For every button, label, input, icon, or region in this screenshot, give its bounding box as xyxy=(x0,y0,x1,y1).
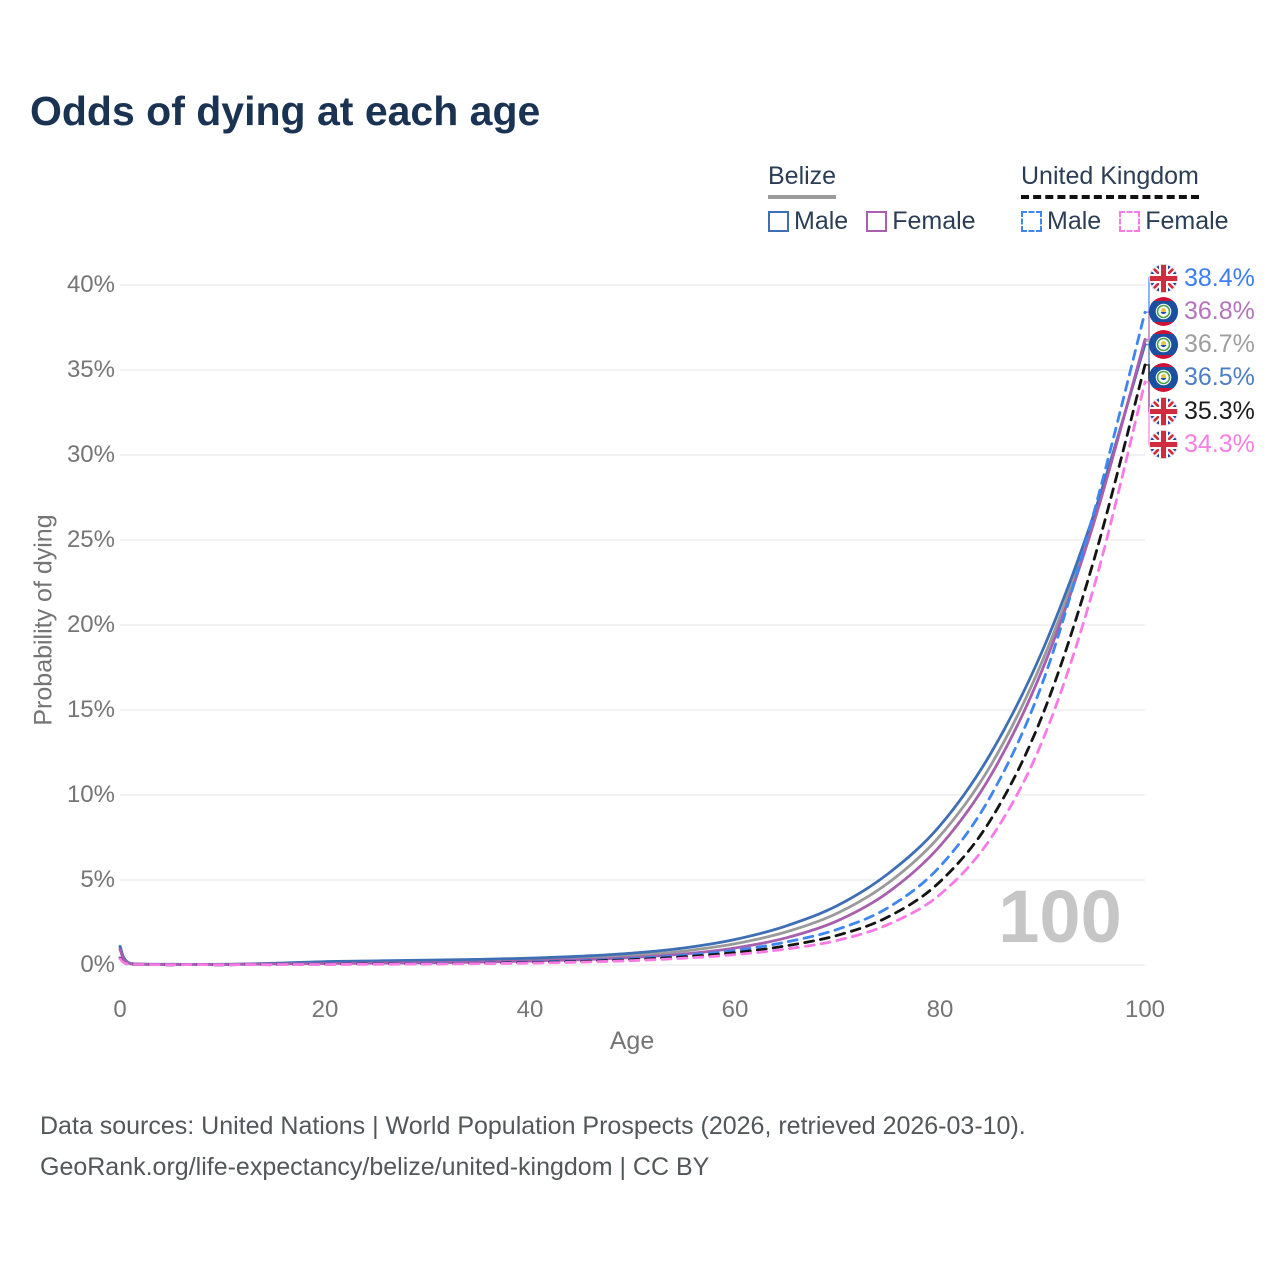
x-tick-label: 40 xyxy=(516,996,544,1023)
y-axis-title: Probability of dying xyxy=(29,514,58,726)
y-tick-label: 5% xyxy=(80,866,115,893)
legend-label-belize-male: Male xyxy=(794,207,849,235)
uk-flag-icon xyxy=(1149,396,1178,426)
end-label-value-belize-male: 36.5% xyxy=(1184,363,1255,392)
page-title: Odds of dying at each age xyxy=(30,88,541,134)
series-line-belize-female[interactable] xyxy=(118,338,1147,966)
y-tick-label: 0% xyxy=(80,951,115,978)
x-tick-label: 60 xyxy=(721,996,749,1023)
end-label-value-belize-female: 36.8% xyxy=(1184,296,1255,325)
legend-group-belize: Belize Male Female xyxy=(768,162,976,236)
series-line-uk-female[interactable] xyxy=(118,380,1147,967)
series-line-uk-male[interactable] xyxy=(118,310,1147,967)
uk-flag-icon xyxy=(1149,263,1178,293)
y-tick-label: 10% xyxy=(66,781,115,808)
legend-swatch-belize-male xyxy=(768,211,789,232)
legend-swatch-belize-female xyxy=(866,211,888,232)
end-label-belize-female: 36.8% xyxy=(1149,296,1255,326)
series-line-belize-total[interactable] xyxy=(118,339,1147,966)
y-tick-label: 25% xyxy=(66,526,115,553)
uk-flag-icon xyxy=(1149,430,1178,459)
legend-swatch-uk-male xyxy=(1021,211,1042,232)
legend-label-uk-female: Female xyxy=(1145,207,1229,235)
x-tick-label: 20 xyxy=(311,996,339,1023)
legend-group-united-kingdom: United Kingdom Male Female xyxy=(1021,162,1229,236)
footer: Data sources: United Nations | World Pop… xyxy=(40,1106,1026,1188)
y-tick-label: 30% xyxy=(66,441,115,468)
legend-item-belize-male[interactable]: Male xyxy=(768,207,848,236)
belize-flag-icon xyxy=(1149,296,1178,326)
end-label-uk-female: 34.3% xyxy=(1149,430,1255,460)
end-label-uk-total: 35.3% xyxy=(1149,396,1255,426)
x-tick-label: 80 xyxy=(926,996,954,1023)
y-tick-label: 15% xyxy=(66,696,115,723)
x-tick-label: 0 xyxy=(113,996,127,1023)
legend-label-belize-female: Female xyxy=(892,207,976,235)
end-label-value-belize-total: 36.7% xyxy=(1184,330,1255,359)
y-tick-label: 40% xyxy=(66,271,115,298)
watermark-age-100: 100 xyxy=(998,875,1121,958)
legend-country-belize[interactable]: Belize xyxy=(768,162,837,199)
end-label-belize-total: 36.7% xyxy=(1149,330,1255,360)
legend-label-uk-male: Male xyxy=(1047,207,1102,235)
legend-item-belize-female[interactable]: Female xyxy=(866,207,976,236)
end-label-value-uk-total: 35.3% xyxy=(1184,396,1255,425)
legend-country-united-kingdom[interactable]: United Kingdom xyxy=(1021,162,1199,199)
belize-flag-icon xyxy=(1149,363,1178,393)
belize-flag-icon xyxy=(1149,330,1178,360)
series-line-belize-male[interactable] xyxy=(118,343,1147,966)
y-tick-label: 20% xyxy=(66,611,115,638)
x-axis-title: Age xyxy=(609,1027,655,1055)
end-label-value-uk-male: 38.4% xyxy=(1184,263,1255,292)
end-label-value-uk-female: 34.3% xyxy=(1184,430,1255,458)
legend-item-uk-male[interactable]: Male xyxy=(1021,207,1101,236)
x-tick-label: 100 xyxy=(1124,996,1166,1023)
end-label-uk-male: 38.4% xyxy=(1149,263,1255,293)
legend-swatch-uk-female xyxy=(1119,211,1141,232)
y-tick-label: 35% xyxy=(66,356,115,383)
legend-item-uk-female[interactable]: Female xyxy=(1119,207,1229,236)
end-label-belize-male: 36.5% xyxy=(1149,363,1255,393)
footer-attribution-link: GeoRank.org/life-expectancy/belize/unite… xyxy=(40,1153,710,1181)
footer-data-sources: Data sources: United Nations | World Pop… xyxy=(40,1112,1026,1140)
